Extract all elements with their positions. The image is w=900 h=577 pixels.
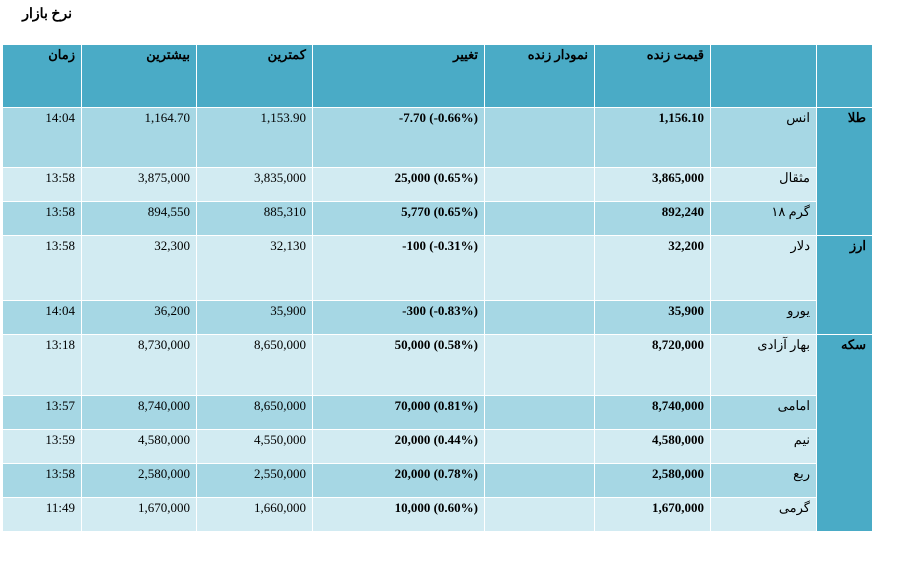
live-price-cell: 4,580,000: [594, 429, 711, 464]
table-row: طلا انس 1,156.10 -7.70 (-0.66%) 1,153.90 1,16…: [2, 107, 873, 236]
table-row: یورو 35,900 -300 (-0.83%) 35,900 36,200 14:04: [2, 300, 873, 335]
live-price-cell: 8,740,000: [594, 395, 711, 430]
live-chart-cell: [484, 395, 595, 430]
live-price-cell: 32,200: [594, 235, 711, 301]
table-row: امامی 8,740,000 70,000 (0.81%) 8,650,000 8,7…: [2, 395, 873, 430]
live-price-cell: 3,865,000: [594, 167, 711, 202]
live-chart-cell: [484, 300, 595, 335]
high-cell: 3,875,000: [81, 167, 197, 202]
time-cell: 13:58: [2, 167, 82, 202]
table-row: سکه بهار آزادی 8,720,000 50,000 (0.58%) 8,65…: [2, 334, 873, 532]
column-header-name: [710, 44, 817, 108]
live-chart-cell: [484, 429, 595, 464]
asset-name-cell: گرم ۱۸: [710, 201, 817, 236]
live-chart-cell: [484, 497, 595, 532]
table-row: گرمی 1,670,000 10,000 (0.60%) 1,660,000 1,67…: [2, 497, 873, 532]
table-row: ربع 2,580,000 20,000 (0.78%) 2,550,000 2,580…: [2, 463, 873, 498]
low-cell: 8,650,000: [196, 395, 313, 430]
low-cell: 1,660,000: [196, 497, 313, 532]
page-title: نرخ بازار: [22, 7, 72, 22]
group-label: سکه: [816, 334, 873, 532]
live-chart-cell: [484, 201, 595, 236]
live-chart-cell: [484, 235, 595, 301]
time-cell: 13:59: [2, 429, 82, 464]
time-cell: 13:57: [2, 395, 82, 430]
high-cell: 2,580,000: [81, 463, 197, 498]
table-row: مثقال 3,865,000 25,000 (0.65%) 3,835,000 3,8…: [2, 167, 873, 202]
time-cell: 13:58: [2, 201, 82, 236]
asset-name-cell: انس: [710, 107, 817, 168]
column-header-live-chart: نمودار زنده: [484, 44, 595, 108]
live-price-cell: 35,900: [594, 300, 711, 335]
market-table-body: طلا انس 1,156.10 -7.70 (-0.66%) 1,153.90 1,16…: [2, 107, 873, 532]
asset-name-cell: یورو: [710, 300, 817, 335]
change-cell: -300 (-0.83%): [312, 300, 485, 335]
high-cell: 36,200: [81, 300, 197, 335]
group-label: ارز: [816, 235, 873, 335]
change-cell: 5,770 (0.65%): [312, 201, 485, 236]
high-cell: 1,670,000: [81, 497, 197, 532]
column-header-time: زمان: [2, 44, 82, 108]
asset-name-cell: امامی: [710, 395, 817, 430]
live-price-cell: 2,580,000: [594, 463, 711, 498]
live-price-cell: 892,240: [594, 201, 711, 236]
time-cell: 13:58: [2, 235, 82, 301]
change-cell: -100 (-0.31%): [312, 235, 485, 301]
high-cell: 32,300: [81, 235, 197, 301]
column-header-group: [816, 44, 873, 108]
column-header-change: تغییر: [312, 44, 485, 108]
column-header-live-price: قیمت زنده: [594, 44, 711, 108]
high-cell: 8,730,000: [81, 334, 197, 396]
high-cell: 4,580,000: [81, 429, 197, 464]
live-price-cell: 8,720,000: [594, 334, 711, 396]
time-cell: 11:49: [2, 497, 82, 532]
live-price-cell: 1,670,000: [594, 497, 711, 532]
asset-name-cell: بهار آزادی: [710, 334, 817, 396]
low-cell: 2,550,000: [196, 463, 313, 498]
high-cell: 894,550: [81, 201, 197, 236]
low-cell: 32,130: [196, 235, 313, 301]
asset-name-cell: نیم: [710, 429, 817, 464]
change-cell: 10,000 (0.60%): [312, 497, 485, 532]
low-cell: 885,310: [196, 201, 313, 236]
change-cell: 70,000 (0.81%): [312, 395, 485, 430]
high-cell: 1,164.70: [81, 107, 197, 168]
column-header-low: کمترین: [196, 44, 313, 108]
asset-name-cell: گرمی: [710, 497, 817, 532]
low-cell: 35,900: [196, 300, 313, 335]
market-rates-table: قیمت زنده نمودار زنده تغییر کمترین بیشتر…: [2, 44, 873, 532]
table-row: نیم 4,580,000 20,000 (0.44%) 4,550,000 4,580…: [2, 429, 873, 464]
change-cell: -7.70 (-0.66%): [312, 107, 485, 168]
change-cell: 20,000 (0.44%): [312, 429, 485, 464]
change-cell: 20,000 (0.78%): [312, 463, 485, 498]
time-cell: 14:04: [2, 300, 82, 335]
low-cell: 8,650,000: [196, 334, 313, 396]
asset-name-cell: ربع: [710, 463, 817, 498]
column-header-high: بیشترین: [81, 44, 197, 108]
low-cell: 4,550,000: [196, 429, 313, 464]
time-cell: 14:04: [2, 107, 82, 168]
live-chart-cell: [484, 334, 595, 396]
asset-name-cell: دلار: [710, 235, 817, 301]
high-cell: 8,740,000: [81, 395, 197, 430]
change-cell: 50,000 (0.58%): [312, 334, 485, 396]
low-cell: 3,835,000: [196, 167, 313, 202]
low-cell: 1,153.90: [196, 107, 313, 168]
live-chart-cell: [484, 463, 595, 498]
time-cell: 13:58: [2, 463, 82, 498]
live-chart-cell: [484, 107, 595, 168]
live-chart-cell: [484, 167, 595, 202]
time-cell: 13:18: [2, 334, 82, 396]
table-row: ارز دلار 32,200 -100 (-0.31%) 32,130 32,300 13…: [2, 235, 873, 335]
table-row: گرم ۱۸ 892,240 5,770 (0.65%) 885,310 894,550…: [2, 201, 873, 236]
group-label: طلا: [816, 107, 873, 236]
live-price-cell: 1,156.10: [594, 107, 711, 168]
change-cell: 25,000 (0.65%): [312, 167, 485, 202]
header-row: قیمت زنده نمودار زنده تغییر کمترین بیشتر…: [2, 44, 873, 108]
asset-name-cell: مثقال: [710, 167, 817, 202]
